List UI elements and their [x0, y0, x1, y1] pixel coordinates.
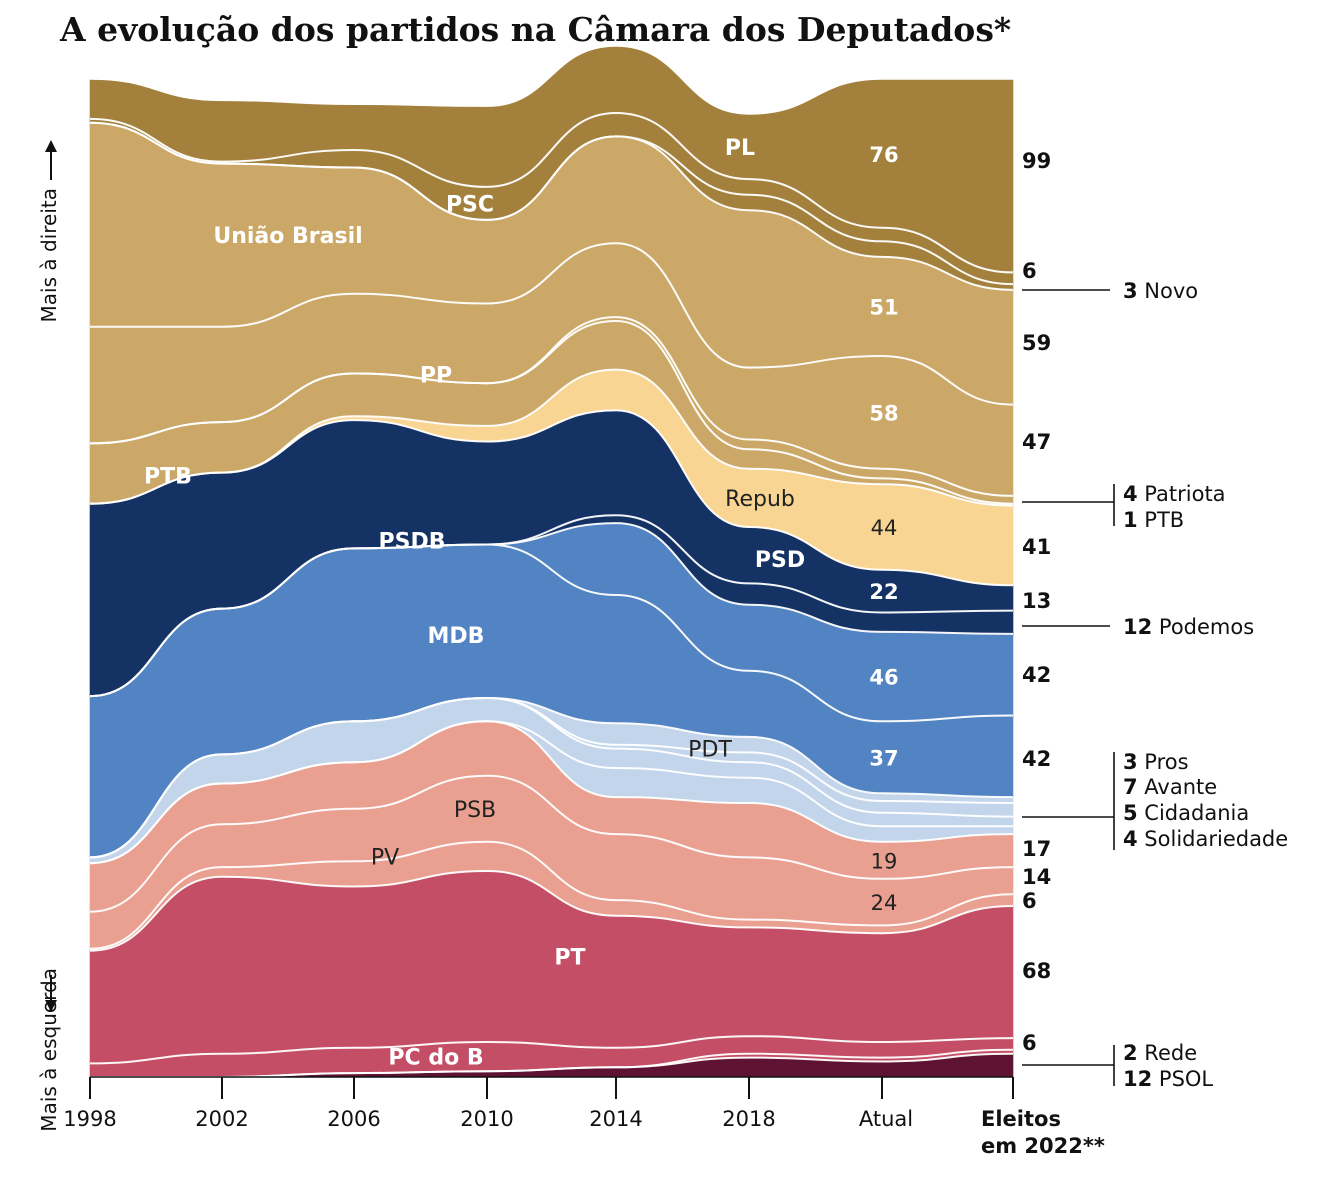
callout-patriota: 4 Patriota [1123, 482, 1226, 506]
x-tick-label: 2006 [327, 1107, 380, 1131]
boundary-line [89, 696, 1014, 859]
boundary-line [89, 869, 1014, 952]
callout-pros: 3 Pros [1123, 750, 1189, 774]
x-tick-label: 2002 [195, 1107, 248, 1131]
label-psdb: PSDB [379, 530, 446, 555]
current-value-pp: 58 [869, 401, 898, 425]
current-value-republicanos: 44 [871, 516, 898, 540]
final-value: 6 [1022, 259, 1037, 283]
final-value: 47 [1022, 430, 1051, 454]
x-tick-label: 2018 [722, 1107, 775, 1131]
callout-ptb: 1 PTB [1123, 508, 1184, 532]
side-direction-labels: Mais à direita Mais à esquerda [37, 140, 61, 1132]
current-value-psb: 24 [871, 891, 898, 915]
boundary-line [89, 121, 1014, 286]
current-value-psd: 46 [869, 666, 898, 690]
side-label-right: Mais à direita [37, 188, 61, 322]
callout-cidadania: 5 Cidadania [1123, 801, 1249, 825]
final-value: 68 [1022, 959, 1051, 983]
x-tick-label: 2010 [460, 1107, 513, 1131]
current-value-mdb: 37 [869, 746, 898, 770]
final-value: 13 [1022, 589, 1051, 613]
callout-rede: 2 Rede [1123, 1041, 1197, 1065]
x-tick-label: 1998 [63, 1107, 116, 1131]
label-pv: PV [371, 845, 399, 870]
boundary-line [89, 720, 1013, 865]
boundary-line [89, 368, 1014, 507]
boundary-line [89, 111, 1014, 274]
boundary-line [90, 242, 1014, 406]
callout-novo: 3 Novo [1123, 279, 1198, 303]
label-pdt: PDT [688, 738, 732, 763]
final-value: 99 [1022, 149, 1051, 173]
final-value: 42 [1022, 747, 1051, 771]
label-psc: PSC [446, 192, 494, 217]
area-layer [89, 46, 1014, 1078]
boundary-line [89, 1035, 1014, 1065]
callout-solidariedade: 4 Solidariedade [1123, 827, 1288, 851]
boundary-line [89, 840, 1014, 950]
label-pc-do-b: PC do B [388, 1046, 483, 1071]
final-value: 17 [1022, 837, 1051, 861]
final-value: 6 [1022, 1031, 1037, 1055]
current-value-psdb: 22 [869, 580, 898, 604]
label-psd: PSD [755, 548, 805, 573]
label-mdb: MDB [428, 624, 485, 649]
chart-title: A evolução dos partidos na Câmara dos De… [60, 10, 1012, 49]
arrow-up-icon [45, 140, 57, 152]
arrow-down-icon [45, 1000, 57, 1012]
current-value-pdt: 19 [871, 849, 898, 873]
final-value: 59 [1022, 331, 1051, 355]
final-value: 14 [1022, 865, 1051, 889]
series-labels: PC do B PT PV PSB 24 PDT 19 MDB 37 PSD 46 PSDB 22 Rep… [144, 136, 899, 1071]
boundary-line [89, 774, 1014, 913]
current-value-pl: 76 [869, 143, 898, 167]
label-ptb: PTB [144, 465, 192, 490]
label-pt: PT [554, 946, 585, 971]
label-psb: PSB [454, 798, 496, 823]
final-value: 6 [1022, 889, 1037, 913]
label-pp: PP [420, 363, 452, 388]
label-uniao-brasil: União Brasil [213, 224, 362, 249]
callout-psol: 12 PSOL [1123, 1067, 1213, 1091]
callout-avante: 7 Avante [1123, 775, 1217, 799]
x-tick-label: Atual [859, 1107, 913, 1131]
callout-podemos: 12 Podemos [1123, 615, 1254, 639]
x-axis: 1998 2002 2006 2010 2014 2018 Atual Eleitos em 2… [63, 1076, 1105, 1158]
boundary-line [89, 316, 1014, 497]
final-value: 42 [1022, 663, 1051, 687]
final-value: 41 [1022, 535, 1051, 559]
side-label-left: Mais à esquerda [37, 968, 61, 1132]
x-tick-label-last: Eleitos em 2022** [981, 1107, 1105, 1158]
boundary-line [89, 514, 1014, 698]
current-value-uniao-brasil: 51 [869, 295, 898, 319]
x-tick-label: 2014 [589, 1107, 642, 1131]
label-republicanos: Repub [725, 487, 795, 512]
label-pl: PL [725, 136, 755, 161]
